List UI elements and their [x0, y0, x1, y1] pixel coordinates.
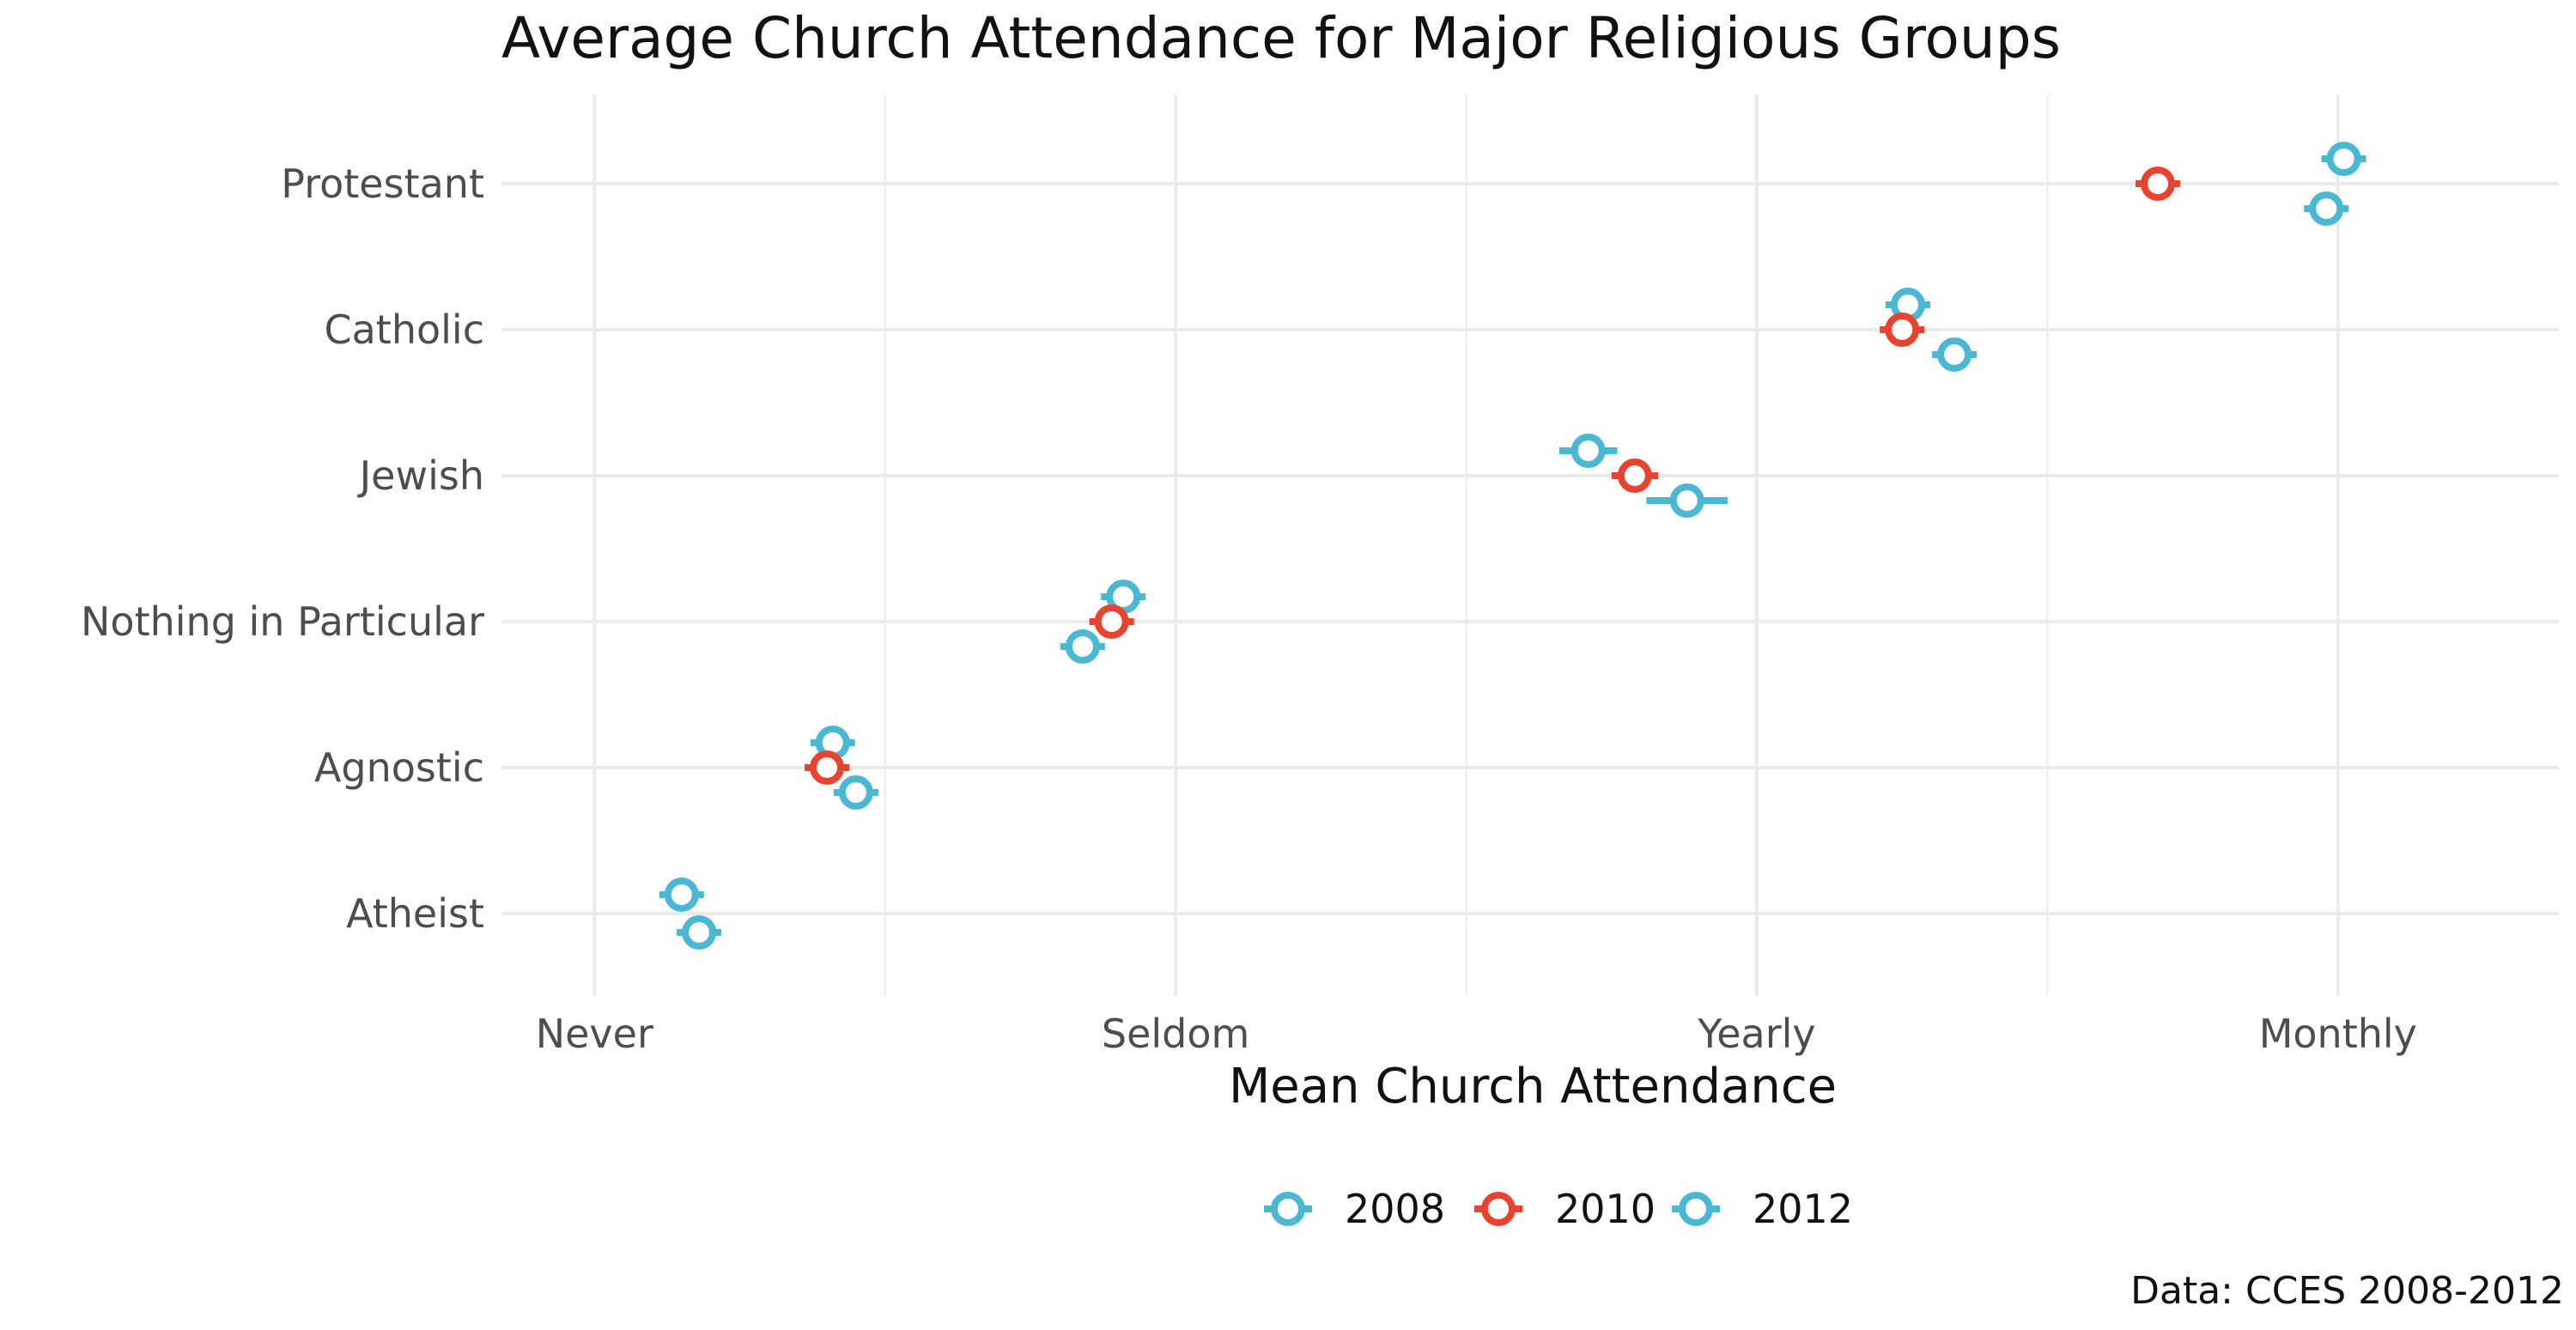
data-point	[2304, 191, 2349, 226]
x-tick-label: Seldom	[1102, 1011, 1249, 1057]
x-axis-label: Mean Church Attendance	[1229, 1059, 1837, 1114]
y-tick-label: Protestant	[281, 161, 484, 207]
data-point	[2321, 142, 2366, 176]
chart-title: Average Church Attendance for Major Reli…	[501, 5, 2061, 71]
point-marker	[838, 775, 873, 810]
y-tick-label: Atheist	[346, 890, 484, 937]
data-point	[1611, 459, 1658, 493]
point-marker	[1065, 629, 1100, 664]
data-point	[2135, 167, 2180, 201]
point-marker	[2309, 191, 2344, 226]
legend-key-marker	[1679, 1192, 1713, 1226]
data-point	[1880, 313, 1925, 347]
data-point	[1646, 483, 1728, 518]
point-marker	[2140, 167, 2175, 201]
y-tick-label: Agnostic	[314, 744, 484, 791]
x-tick-label: Monthly	[2259, 1011, 2417, 1057]
point-marker	[1669, 483, 1704, 518]
legend-label: 2008	[1345, 1186, 1445, 1232]
legend-item: 2012	[1672, 1186, 1853, 1232]
point-marker	[1937, 337, 1972, 372]
legend-item: 2010	[1474, 1186, 1656, 1232]
point-marker	[2326, 142, 2361, 176]
grid-lines	[501, 94, 2559, 996]
data-point	[1885, 288, 1930, 322]
point-marker	[1617, 459, 1652, 493]
data-point	[1060, 629, 1105, 664]
data-point	[833, 775, 878, 810]
x-axis-tick-labels: Never Seldom Yearly Monthly	[536, 1011, 2417, 1057]
data-point	[659, 878, 704, 912]
legend-key-marker	[1271, 1192, 1305, 1226]
data-point	[677, 915, 722, 950]
point-marker	[810, 750, 845, 785]
legend-key-marker	[1481, 1192, 1516, 1226]
y-axis-tick-labels: Atheist Agnostic Nothing in Particular Jewi…	[81, 161, 484, 937]
y-tick-label: Nothing in Particular	[81, 598, 484, 645]
legend-item: 2008	[1264, 1186, 1445, 1232]
point-marker	[1094, 604, 1129, 639]
y-tick-label: Catholic	[325, 307, 485, 353]
point-marker	[1885, 313, 1920, 347]
point-marker	[682, 915, 717, 950]
data-point	[805, 750, 850, 785]
data-points	[659, 142, 2366, 950]
point-marker	[664, 878, 699, 912]
y-tick-label: Jewish	[357, 452, 484, 499]
chart-caption: Data: CCES 2008-2012	[2130, 1269, 2564, 1313]
data-point	[1558, 434, 1618, 468]
x-tick-label: Never	[536, 1011, 653, 1057]
legend-label: 2010	[1555, 1186, 1656, 1232]
data-point	[1932, 337, 1978, 372]
x-tick-label: Yearly	[1697, 1011, 1815, 1057]
point-marker	[1571, 434, 1606, 468]
legend-label: 2012	[1753, 1186, 1853, 1232]
legend: 2008 2010 2012	[1264, 1186, 1853, 1232]
data-point	[1089, 604, 1134, 639]
